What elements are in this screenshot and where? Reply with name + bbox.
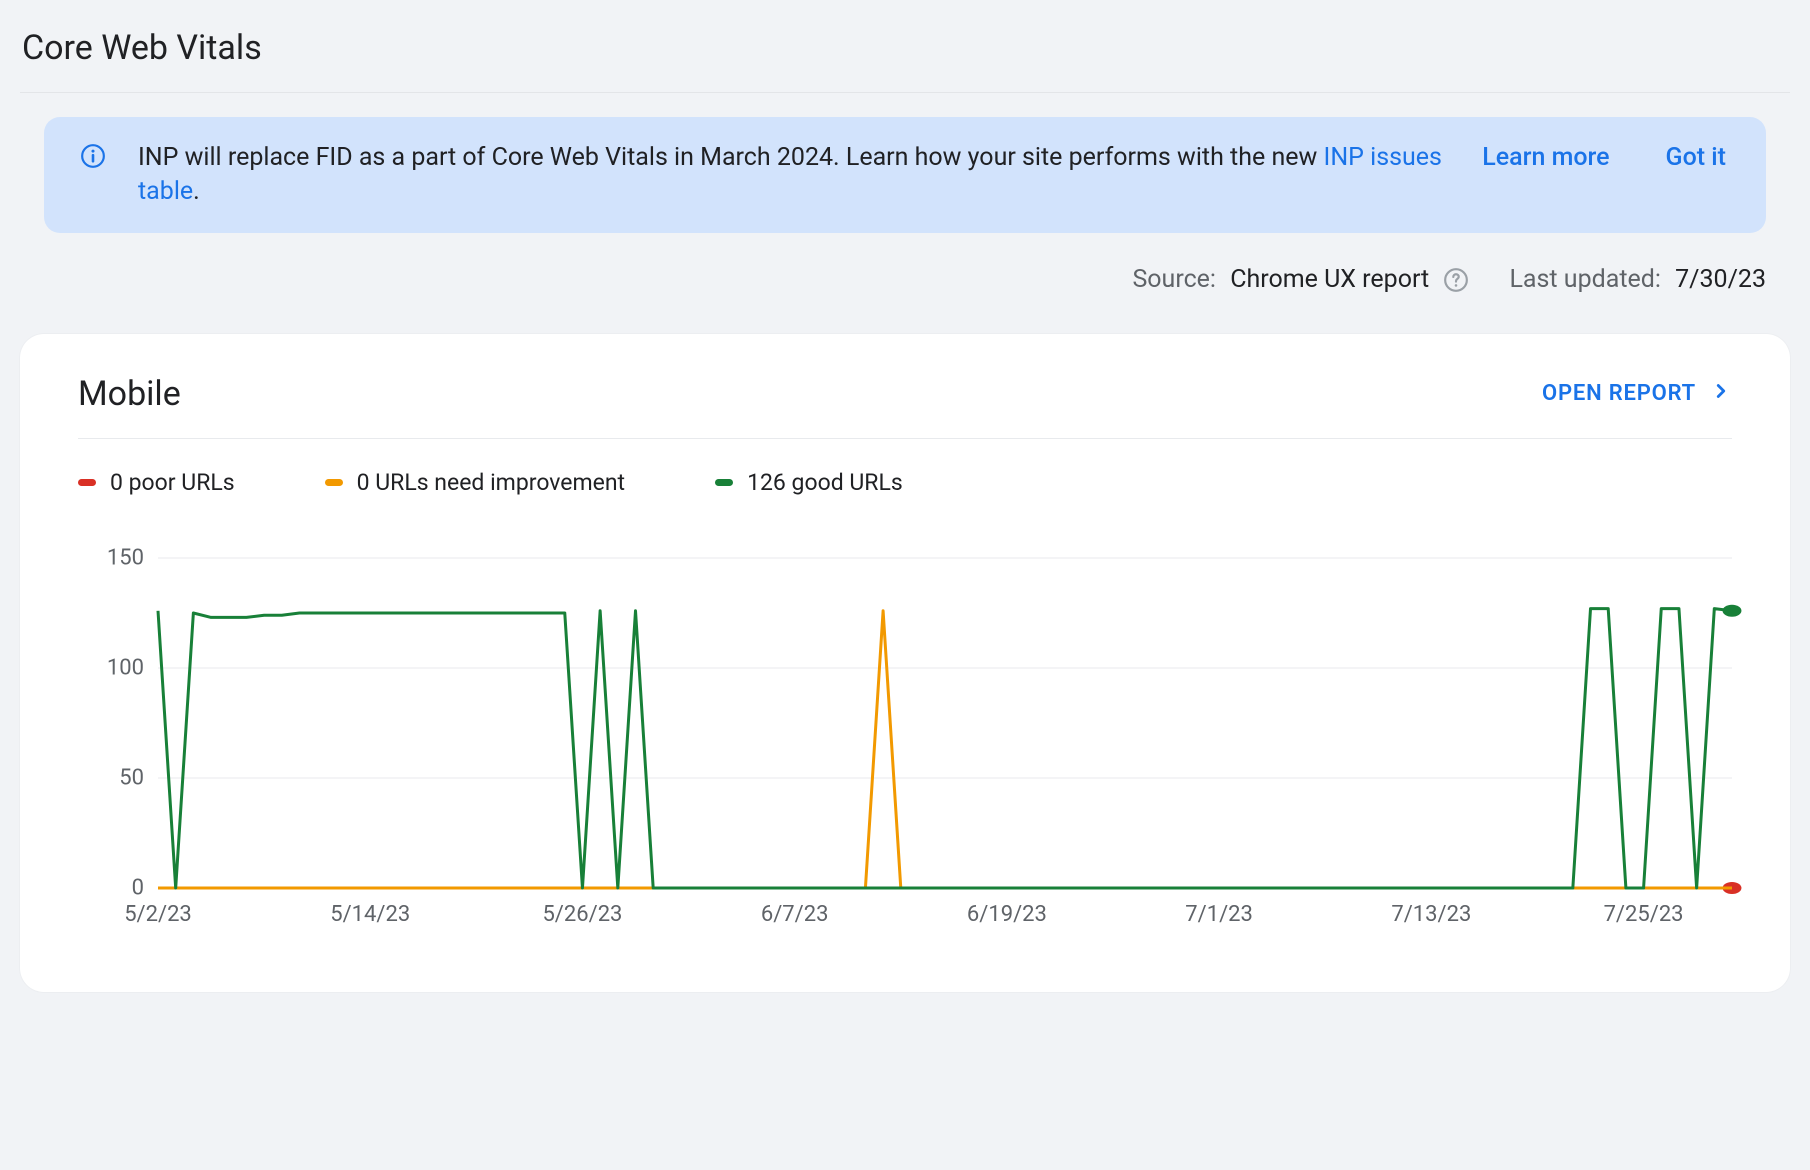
x-tick-label: 6/19/23 — [967, 902, 1047, 927]
learn-more-button[interactable]: Learn more — [1482, 143, 1609, 172]
banner-actions: Learn more Got it — [1482, 143, 1726, 172]
x-tick-label: 7/1/23 — [1185, 902, 1253, 927]
card-divider — [78, 438, 1732, 439]
got-it-button[interactable]: Got it — [1666, 143, 1726, 172]
source-label: Source: — [1132, 265, 1216, 294]
x-axis-labels: 5/2/235/14/235/26/236/7/236/19/237/1/237… — [158, 902, 1732, 932]
legend-poor[interactable]: 0 poor URLs — [78, 469, 235, 496]
chart-legend: 0 poor URLs 0 URLs need improvement 126 … — [78, 469, 1732, 496]
x-tick-label: 5/14/23 — [330, 902, 410, 927]
last-updated: Last updated: 7/30/23 — [1509, 265, 1766, 294]
banner-message: INP will replace FID as a part of Core W… — [138, 141, 1450, 209]
legend-poor-swatch — [78, 479, 96, 486]
card-header: Mobile OPEN REPORT — [78, 374, 1732, 414]
legend-needs-label: 0 URLs need improvement — [357, 469, 625, 496]
banner-text-prefix: INP will replace FID as a part of Core W… — [138, 143, 1324, 172]
banner-text-suffix: . — [193, 177, 200, 206]
y-tick-label: 150 — [107, 545, 144, 570]
card-title: Mobile — [78, 374, 181, 414]
page-title: Core Web Vitals — [22, 28, 1790, 68]
y-axis-labels: 050100150 — [78, 536, 158, 888]
page-root: Core Web Vitals INP will replace FID as … — [0, 0, 1810, 1170]
x-tick-label: 7/25/23 — [1604, 902, 1684, 927]
source-value: Chrome UX report — [1230, 265, 1429, 294]
legend-good-label: 126 good URLs — [747, 469, 903, 496]
legend-good-swatch — [715, 479, 733, 486]
y-tick-label: 100 — [107, 655, 144, 680]
source: Source: Chrome UX report — [1132, 265, 1469, 294]
plot-area — [158, 536, 1732, 888]
legend-good[interactable]: 126 good URLs — [715, 469, 903, 496]
title-divider — [20, 92, 1790, 93]
mobile-card: Mobile OPEN REPORT 0 poor URLs 0 URLs ne… — [20, 334, 1790, 992]
x-tick-label: 5/26/23 — [542, 902, 622, 927]
inp-banner: INP will replace FID as a part of Core W… — [44, 117, 1766, 233]
info-icon — [80, 143, 106, 169]
updated-label: Last updated: — [1509, 265, 1660, 294]
x-tick-label: 7/13/23 — [1391, 902, 1471, 927]
open-report-button[interactable]: OPEN REPORT — [1542, 380, 1732, 408]
help-icon[interactable] — [1443, 267, 1469, 293]
x-tick-label: 6/7/23 — [761, 902, 829, 927]
y-tick-label: 0 — [132, 875, 144, 900]
chart: 050100150 — [78, 536, 1732, 888]
chevron-right-icon — [1710, 380, 1732, 408]
legend-needs-swatch — [325, 479, 343, 486]
legend-poor-label: 0 poor URLs — [110, 469, 235, 496]
y-tick-label: 50 — [119, 765, 144, 790]
open-report-label: OPEN REPORT — [1542, 381, 1696, 406]
x-tick-label: 5/2/23 — [124, 902, 192, 927]
meta-row: Source: Chrome UX report Last updated: 7… — [44, 265, 1766, 294]
legend-needs-improvement[interactable]: 0 URLs need improvement — [325, 469, 625, 496]
updated-value: 7/30/23 — [1675, 265, 1766, 294]
